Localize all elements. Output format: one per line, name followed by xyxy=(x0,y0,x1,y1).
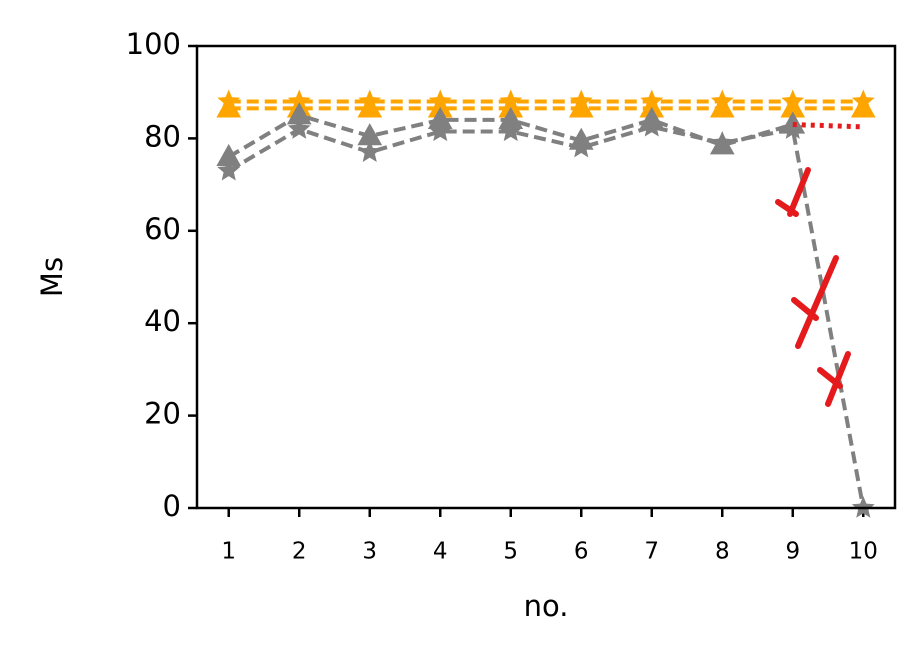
marker xyxy=(358,140,382,162)
marker xyxy=(427,95,453,118)
red-cross-annotations xyxy=(775,167,851,407)
axes-frame xyxy=(195,44,897,510)
y-tick-label: 80 xyxy=(144,119,181,153)
cross-mark xyxy=(817,351,851,407)
series-line xyxy=(792,122,864,130)
y-tick-label: 20 xyxy=(144,397,181,431)
x-tick-label: 6 xyxy=(574,539,589,565)
y-tick-label: 100 xyxy=(126,27,181,61)
marker xyxy=(216,143,242,166)
x-tick-label: 4 xyxy=(433,539,448,565)
marker xyxy=(287,117,311,139)
marker xyxy=(640,114,664,137)
y-tick-label: 40 xyxy=(144,304,181,338)
series-line xyxy=(227,124,866,509)
y-axis-label: Ms xyxy=(35,257,69,297)
marker xyxy=(780,95,806,118)
x-tick-label: 1 xyxy=(221,539,236,565)
marker xyxy=(569,135,593,158)
marker xyxy=(286,102,312,125)
marker xyxy=(427,106,453,130)
marker xyxy=(850,95,876,118)
x-axis-label: no. xyxy=(524,589,569,623)
marker xyxy=(568,95,594,118)
x-tick-label: 5 xyxy=(503,539,518,565)
marker xyxy=(639,95,665,118)
x-tick-label: 8 xyxy=(715,539,730,565)
marker xyxy=(498,106,524,130)
marker xyxy=(428,119,452,142)
y-tick-label: 60 xyxy=(144,212,181,246)
x-tick-label: 9 xyxy=(785,539,800,565)
marker xyxy=(710,131,734,153)
x-tick-label: 3 xyxy=(362,539,377,565)
x-tick-label: 2 xyxy=(292,539,307,565)
marker xyxy=(357,123,383,146)
marker xyxy=(781,117,805,139)
cross-mark xyxy=(791,255,839,349)
x-tick-label: 10 xyxy=(849,539,878,565)
marker xyxy=(499,119,523,142)
marker xyxy=(216,95,242,118)
plot-area: 0 20 40 60 80 100 1 2 3 4 5 6 7 8 9 10 xyxy=(126,27,878,565)
marker xyxy=(357,95,383,118)
marker xyxy=(217,158,241,181)
x-tick-label: 7 xyxy=(644,539,659,565)
y-tick-label: 0 xyxy=(163,489,181,523)
marker xyxy=(709,95,735,118)
marker xyxy=(498,95,524,118)
cross-mark xyxy=(775,167,811,217)
